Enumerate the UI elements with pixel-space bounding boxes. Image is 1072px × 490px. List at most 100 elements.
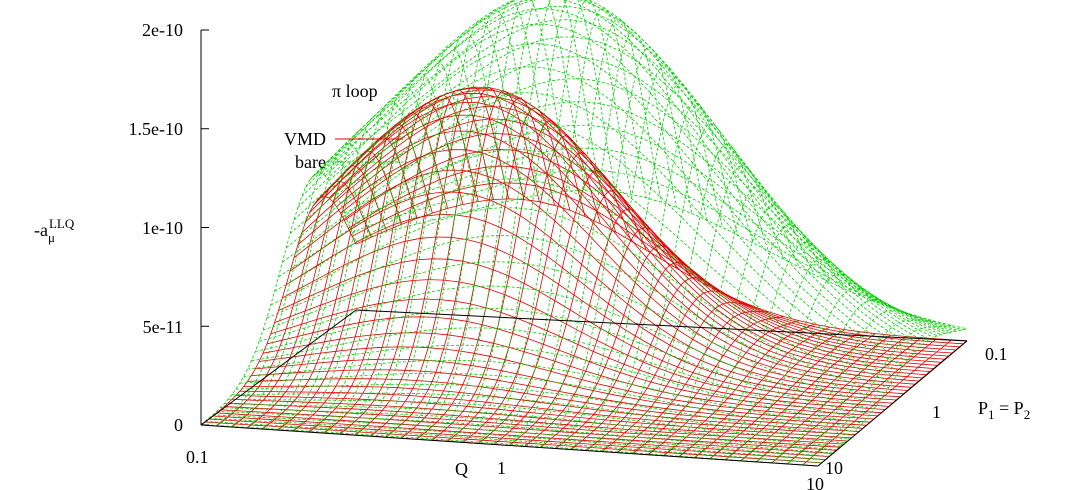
mesh-line-bare bbox=[224, 403, 841, 447]
mesh-line-bare bbox=[247, 344, 863, 424]
mesh-line-bare bbox=[324, 19, 938, 337]
axes bbox=[200, 29, 968, 467]
mesh-line-vmd bbox=[286, 214, 901, 398]
mesh-line-bare bbox=[200, 172, 357, 425]
mesh-line-vmd bbox=[320, 86, 934, 369]
surface-bare bbox=[200, 0, 968, 467]
x-tick-labels: 0.1 1 10 bbox=[186, 447, 824, 490]
mesh-line-vmd bbox=[266, 316, 882, 414]
mesh-line-bare bbox=[694, 241, 846, 458]
mesh-line-bare bbox=[278, 149, 893, 383]
mesh-line-bare bbox=[709, 258, 861, 459]
mesh-line-vmd bbox=[212, 415, 830, 457]
mesh-line-vmd bbox=[309, 101, 923, 379]
mesh-line-bare bbox=[282, 120, 897, 377]
mesh-line-vmd bbox=[235, 395, 852, 439]
mesh-line-bare bbox=[617, 143, 769, 453]
mesh-line-vmd bbox=[324, 94, 479, 434]
mesh-line-bare bbox=[344, 124, 956, 332]
mesh-line-bare bbox=[524, 31, 678, 446]
mesh-line-bare bbox=[274, 178, 889, 388]
mesh-line-bare bbox=[258, 285, 874, 410]
mesh-line-bare bbox=[493, 7, 647, 444]
mesh-line-vmd bbox=[220, 409, 837, 451]
mesh-line-bare bbox=[401, 1, 555, 438]
mesh-line-vmd bbox=[317, 87, 930, 372]
mesh-line-vmd bbox=[297, 149, 912, 388]
mesh-line-vmd bbox=[231, 399, 848, 442]
mesh-line-bare bbox=[663, 205, 815, 456]
mesh-line-bare bbox=[320, 5, 934, 338]
legend-label-vmd: VMD bbox=[284, 129, 326, 149]
mesh-line-bare bbox=[351, 169, 964, 331]
mesh-line-bare bbox=[216, 157, 372, 426]
mesh-line-bare bbox=[262, 115, 418, 429]
y-tick-labels: 0.1 1 10 bbox=[825, 344, 1008, 478]
mesh-line-bare bbox=[725, 273, 876, 460]
z-tick-label-1e-10: 1e-10 bbox=[142, 218, 183, 238]
mesh-line-bare bbox=[740, 287, 891, 461]
mesh-line-vmd bbox=[259, 346, 874, 420]
p-axis-line bbox=[817, 340, 968, 467]
mesh-line-bare bbox=[332, 56, 945, 334]
mesh-line-vmd bbox=[239, 390, 856, 436]
mesh-line-bare bbox=[301, 8, 916, 353]
mesh-line-bare bbox=[293, 43, 908, 362]
chart-title: π loop bbox=[332, 81, 378, 101]
mesh-line-bare bbox=[336, 78, 949, 334]
mesh-line-vmd bbox=[340, 133, 953, 354]
z-tick-label-1.5e-10: 1.5e-10 bbox=[129, 119, 183, 139]
mesh-line-bare bbox=[305, 0, 919, 349]
mesh-line-bare bbox=[212, 414, 830, 457]
mesh-line-vmd bbox=[208, 418, 826, 461]
mesh-line-vmd bbox=[278, 258, 893, 404]
mesh-line-vmd bbox=[339, 89, 494, 435]
mesh-line-bare bbox=[340, 101, 953, 333]
base-back-edge bbox=[355, 309, 968, 342]
mesh-line-bare bbox=[216, 410, 833, 454]
mesh-line-vmd bbox=[224, 406, 841, 448]
mesh-line-vmd bbox=[351, 182, 964, 345]
mesh-line-bare bbox=[255, 307, 871, 415]
mesh-line-vmd bbox=[332, 105, 945, 360]
z-tick-label-0: 0 bbox=[174, 415, 183, 435]
mesh-line-bare bbox=[385, 9, 540, 437]
mesh-line-bare bbox=[432, 0, 586, 440]
mesh-line-bare bbox=[317, 0, 930, 340]
mesh-line-vmd bbox=[243, 385, 860, 432]
mesh-line-bare bbox=[231, 143, 387, 427]
mesh-line-bare bbox=[355, 31, 510, 435]
mesh-line-bare bbox=[262, 261, 878, 405]
y-tick-label-10: 10 bbox=[825, 458, 843, 478]
legend: π loop VMD bare bbox=[284, 81, 403, 172]
mesh-line-vmd bbox=[270, 298, 886, 410]
mesh-line-bare bbox=[293, 86, 448, 431]
mesh-line-bare bbox=[370, 19, 525, 436]
mesh-line-bare bbox=[324, 58, 479, 433]
mesh-line-bare bbox=[289, 66, 904, 367]
mesh-line-bare bbox=[355, 189, 968, 330]
mesh-line-bare bbox=[555, 64, 708, 448]
mesh-line-vmd bbox=[282, 236, 897, 401]
legend-label-bare: bare bbox=[295, 152, 326, 172]
y-tick-label-0.1: 0.1 bbox=[985, 344, 1008, 364]
mesh-line-bare bbox=[270, 207, 886, 394]
mesh-line-bare bbox=[239, 372, 856, 432]
x-tick-label-1: 1 bbox=[497, 458, 506, 478]
mesh-line-bare bbox=[313, 0, 927, 343]
z-tick-labels: 0 5e-11 1e-10 1.5e-10 2e-10 bbox=[129, 20, 183, 435]
mesh-line-bare bbox=[786, 319, 937, 465]
mesh-line-vmd bbox=[348, 165, 960, 348]
y-tick-label-1: 1 bbox=[932, 402, 941, 422]
mesh-line-vmd bbox=[274, 279, 889, 407]
mesh-line-bare bbox=[232, 392, 848, 440]
mesh-line-bare bbox=[297, 23, 912, 357]
mesh-line-vmd bbox=[204, 421, 822, 464]
z-axis-label: -aμLLQ bbox=[34, 216, 75, 245]
mesh-line-bare bbox=[208, 417, 826, 460]
mesh-line-bare bbox=[251, 327, 867, 419]
q-axis-line bbox=[200, 424, 819, 467]
mesh-line-bare bbox=[462, 0, 617, 442]
mesh-line-bare bbox=[235, 383, 852, 436]
